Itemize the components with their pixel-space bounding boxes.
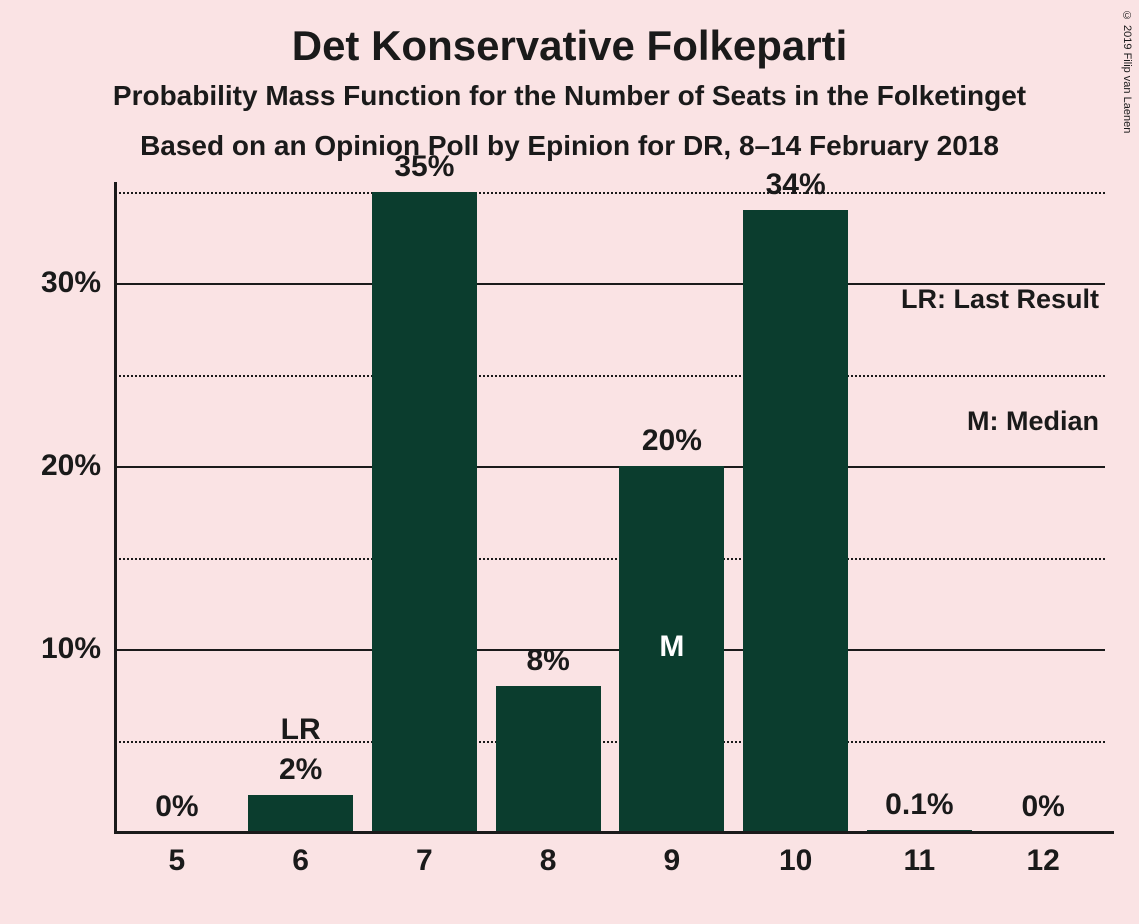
copyright: © 2019 Filip van Laenen xyxy=(1121,10,1133,133)
legend-m: M: Median xyxy=(901,401,1099,442)
x-axis xyxy=(114,831,1114,834)
y-tick-label: 10% xyxy=(41,632,101,666)
bar-value-label: 20% xyxy=(642,424,702,458)
bar xyxy=(372,192,477,832)
x-tick-label: 12 xyxy=(1026,844,1059,878)
bar-value-label: 35% xyxy=(394,150,454,184)
legend: LR: Last Result M: Median xyxy=(901,198,1099,522)
gridline-minor xyxy=(115,375,1105,377)
bar-value-label: 8% xyxy=(526,644,569,678)
x-tick-label: 5 xyxy=(169,844,186,878)
median-marker: M xyxy=(659,630,684,664)
chart-subtitle-2: Based on an Opinion Poll by Epinion for … xyxy=(0,130,1139,162)
y-tick-label: 30% xyxy=(41,266,101,300)
gridline-major xyxy=(115,649,1105,651)
y-axis xyxy=(114,182,117,832)
bar-value-label: 0% xyxy=(1021,790,1064,824)
x-tick-label: 9 xyxy=(664,844,681,878)
bar xyxy=(496,686,601,832)
gridline-major xyxy=(115,283,1105,285)
lr-marker: LR xyxy=(281,713,321,747)
gridline-minor xyxy=(115,558,1105,560)
x-tick-label: 6 xyxy=(292,844,309,878)
x-tick-label: 8 xyxy=(540,844,557,878)
bar-value-label: 0.1% xyxy=(885,788,953,822)
bar xyxy=(743,210,848,832)
x-tick-label: 11 xyxy=(904,844,936,878)
bar-value-label: 2% xyxy=(279,753,322,787)
y-tick-label: 20% xyxy=(41,449,101,483)
x-tick-label: 7 xyxy=(416,844,433,878)
x-tick-label: 10 xyxy=(779,844,812,878)
gridline-minor xyxy=(115,192,1105,194)
bar-value-label: 34% xyxy=(766,168,826,202)
gridline-minor xyxy=(115,741,1105,743)
bar-value-label: 0% xyxy=(155,790,198,824)
gridline-major xyxy=(115,466,1105,468)
chart-subtitle-1: Probability Mass Function for the Number… xyxy=(0,80,1139,112)
chart-title: Det Konservative Folkeparti xyxy=(0,22,1139,70)
bar-chart: LR: Last Result M: Median 10%20%30%0%52%… xyxy=(115,192,1105,832)
bar xyxy=(248,795,353,832)
